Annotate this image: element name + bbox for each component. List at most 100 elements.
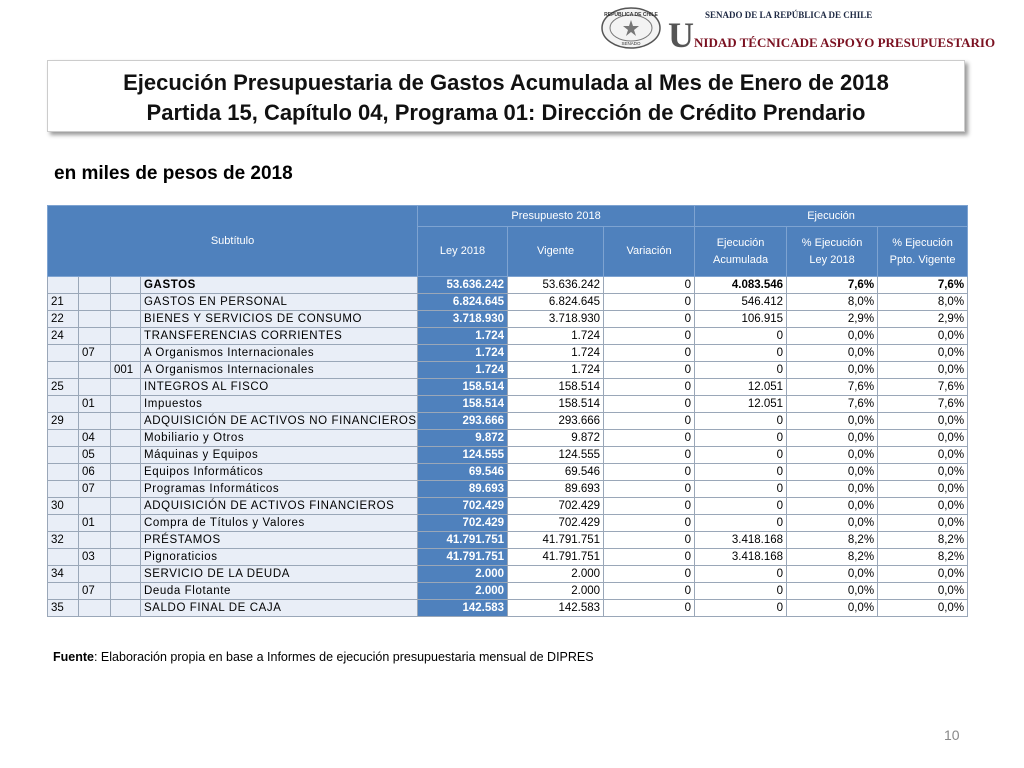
value-cell: 158.514: [507, 378, 605, 396]
value-cell: 158.514: [417, 378, 509, 396]
code-cell: 30: [47, 497, 79, 515]
table-row: 01 Impuestos 158.514 158.514 0 12.051 7,6% 7,6%: [47, 395, 969, 413]
value-cell: 0: [603, 310, 696, 328]
code-cell: [110, 514, 141, 532]
code-cell: [47, 395, 79, 413]
name-cell: PRÉSTAMOS: [139, 531, 419, 549]
value-cell: 0,0%: [877, 599, 969, 617]
value-cell: 2,9%: [786, 310, 879, 328]
name-cell: Máquinas y Equipos: [139, 446, 419, 464]
value-cell: 0: [694, 429, 788, 447]
value-cell: 0,0%: [877, 565, 969, 583]
table-row: 21 GASTOS EN PERSONAL 6.824.645 6.824.645 0 5…: [47, 293, 969, 311]
code-cell: 05: [78, 446, 111, 464]
code-cell: [78, 565, 111, 583]
value-cell: 0: [603, 531, 696, 549]
value-cell: 1.724: [507, 361, 605, 379]
value-cell: 9.872: [417, 429, 509, 447]
value-cell: 0: [603, 293, 696, 311]
value-cell: 0,0%: [877, 344, 969, 362]
value-cell: 0: [694, 327, 788, 345]
title-box: Ejecución Presupuestaria de Gastos Acumu…: [47, 60, 965, 132]
header-text: Ejecución Acumulada: [713, 236, 769, 266]
value-cell: 7,6%: [786, 276, 879, 294]
value-cell: 0,0%: [877, 412, 969, 430]
value-cell: 702.429: [507, 514, 605, 532]
value-cell: 124.555: [507, 446, 605, 464]
name-cell: INTEGROS AL FISCO: [139, 378, 419, 396]
header-cell: Ejecución: [694, 205, 969, 227]
value-cell: 41.791.751: [507, 548, 605, 566]
code-cell: [47, 344, 79, 362]
code-cell: [47, 480, 79, 498]
table-row: 30 ADQUISICIÓN DE ACTIVOS FINANCIEROS 702.…: [47, 497, 969, 515]
value-cell: 0: [694, 480, 788, 498]
code-cell: [47, 446, 79, 464]
code-cell: 34: [47, 565, 79, 583]
code-cell: [47, 429, 79, 447]
name-cell: A Organismos Internacionales: [139, 361, 419, 379]
value-cell: 0,0%: [786, 412, 879, 430]
value-cell: 0: [694, 582, 788, 600]
code-cell: 04: [78, 429, 111, 447]
header-text: Variación: [626, 245, 672, 257]
header-cell: Presupuesto 2018: [417, 205, 696, 227]
table-row: 07 Deuda Flotante 2.000 2.000 0 0 0,0% 0,0%: [47, 582, 969, 600]
value-cell: 124.555: [417, 446, 509, 464]
code-cell: 001: [110, 361, 141, 379]
code-cell: [110, 429, 141, 447]
code-cell: [110, 548, 141, 566]
value-cell: 8,0%: [786, 293, 879, 311]
code-cell: [110, 378, 141, 396]
header-text: % Ejecución Ppto. Vigente: [889, 236, 956, 266]
name-cell: TRANSFERENCIAS CORRIENTES: [139, 327, 419, 345]
budget-table: Subtítulo Presupuesto 2018 Ejecución Ley…: [46, 205, 969, 617]
value-cell: 53.636.242: [417, 276, 509, 294]
code-cell: [110, 565, 141, 583]
code-cell: 03: [78, 548, 111, 566]
value-cell: 702.429: [507, 497, 605, 515]
value-cell: 89.693: [507, 480, 605, 498]
code-cell: 07: [78, 344, 111, 362]
name-cell: GASTOS: [139, 276, 419, 294]
table-row: 24 TRANSFERENCIAS CORRIENTES 1.724 1.724 0 0 0…: [47, 327, 969, 345]
code-cell: [78, 327, 111, 345]
header-cell: Ejecución Acumulada: [694, 226, 788, 277]
code-cell: [78, 293, 111, 311]
code-cell: 32: [47, 531, 79, 549]
value-cell: 0: [603, 548, 696, 566]
table-row: GASTOS 53.636.242 53.636.242 0 4.083.546 7,6%…: [47, 276, 969, 294]
value-cell: 158.514: [417, 395, 509, 413]
value-cell: 0,0%: [786, 344, 879, 362]
table-row: 22 BIENES Y SERVICIOS DE CONSUMO 3.718.930…: [47, 310, 969, 328]
value-cell: 0,0%: [877, 480, 969, 498]
value-cell: 0: [603, 276, 696, 294]
value-cell: 4.083.546: [694, 276, 788, 294]
header-cell: % Ejecución Ppto. Vigente: [877, 226, 969, 277]
value-cell: 0,0%: [877, 361, 969, 379]
name-cell: GASTOS EN PERSONAL: [139, 293, 419, 311]
value-cell: 0: [694, 463, 788, 481]
name-cell: SERVICIO DE LA DEUDA: [139, 565, 419, 583]
value-cell: 12.051: [694, 378, 788, 396]
value-cell: 0,0%: [786, 429, 879, 447]
value-cell: 0: [694, 497, 788, 515]
value-cell: 8,0%: [877, 293, 969, 311]
code-cell: [110, 276, 141, 294]
value-cell: 8,2%: [786, 548, 879, 566]
value-cell: 0,0%: [786, 446, 879, 464]
footer-label: Fuente: [53, 650, 94, 664]
value-cell: 0,0%: [786, 497, 879, 515]
code-cell: 35: [47, 599, 79, 617]
code-cell: 01: [78, 514, 111, 532]
value-cell: 0,0%: [786, 480, 879, 498]
table-row: 07 Programas Informáticos 89.693 89.693 0 0 0,…: [47, 480, 969, 498]
table-row: 001 A Organismos Internacionales 1.724 1.72…: [47, 361, 969, 379]
page-number: 10: [944, 727, 960, 743]
value-cell: 0,0%: [786, 565, 879, 583]
code-cell: [78, 599, 111, 617]
code-cell: [78, 276, 111, 294]
value-cell: 0: [603, 480, 696, 498]
value-cell: 3.418.168: [694, 531, 788, 549]
value-cell: 0: [603, 582, 696, 600]
